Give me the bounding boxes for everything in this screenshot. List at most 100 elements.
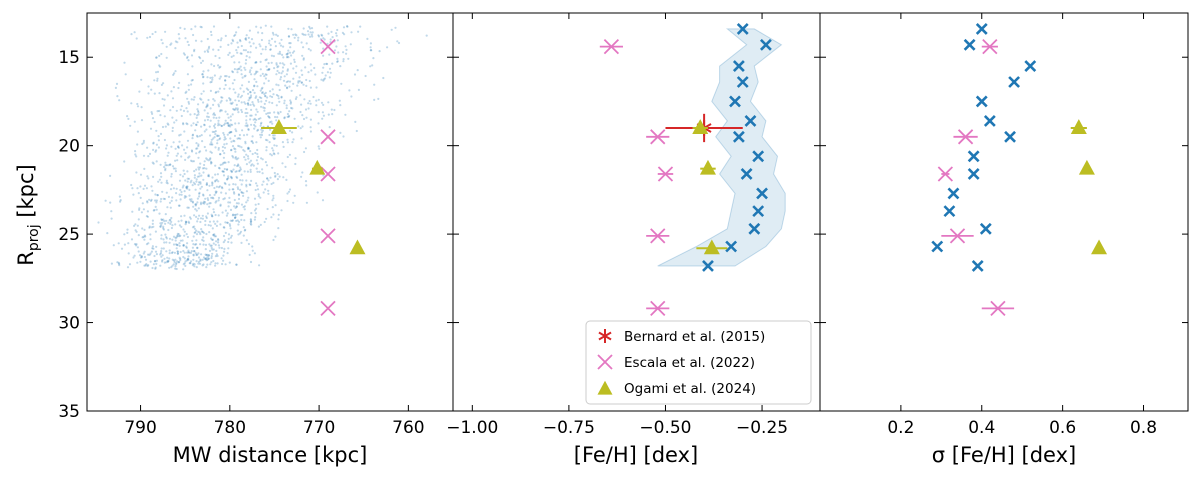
cloud-point [228, 97, 231, 100]
cloud-point [229, 201, 232, 204]
cloud-point [170, 175, 173, 178]
cloud-point [275, 104, 278, 107]
cloud-point [159, 172, 163, 175]
cloud-point [200, 92, 203, 95]
cloud-point [264, 45, 267, 49]
cloud-point [296, 84, 299, 87]
cloud-point [286, 87, 289, 90]
cloud-point [204, 197, 207, 200]
cloud-point [197, 103, 200, 106]
cloud-point [256, 129, 259, 132]
cloud-point [305, 84, 308, 87]
cloud-point [214, 91, 217, 94]
cloud-point [209, 160, 213, 163]
cloud-point [189, 262, 192, 265]
cloud-point [210, 213, 213, 216]
cloud-point [256, 148, 259, 152]
cloud-point [206, 104, 209, 107]
cloud-point [311, 31, 314, 34]
cloud-point [287, 35, 291, 38]
cloud-point [213, 193, 216, 196]
cloud-point [192, 205, 195, 208]
cloud-point [212, 137, 215, 140]
cloud-point [278, 50, 281, 54]
cloud-point [207, 50, 210, 54]
cloud-point [233, 108, 236, 111]
cloud-point [191, 201, 195, 204]
cloud-point [206, 76, 209, 79]
cloud-point [237, 93, 240, 96]
cloud-point [167, 259, 170, 263]
cloud-point [253, 91, 256, 94]
cloud-point [255, 141, 258, 144]
cloud-point [272, 213, 275, 216]
cloud-point [253, 127, 256, 130]
cloud-point [302, 117, 306, 121]
cloud-point [141, 142, 144, 146]
cloud-point [140, 119, 144, 122]
cloud-point [261, 91, 264, 94]
cloud-point [188, 188, 191, 191]
cloud-point [188, 198, 191, 201]
cloud-point [268, 111, 271, 114]
cloud-point [204, 219, 207, 223]
cloud-point [357, 88, 360, 91]
cloud-point [260, 52, 263, 55]
cloud-point [156, 77, 159, 80]
cloud-point [278, 88, 281, 92]
cloud-point [173, 261, 176, 264]
cloud-point [198, 172, 201, 175]
cloud-point [192, 254, 195, 257]
cloud-point [183, 195, 187, 198]
cloud-point [275, 73, 278, 76]
x-tick-label: 770 [303, 418, 335, 438]
cloud-point [185, 186, 188, 189]
cloud-point [134, 150, 137, 153]
cloud-point [234, 213, 237, 216]
cloud-point [218, 138, 221, 141]
cloud-point [241, 84, 244, 87]
cloud-point [206, 189, 209, 192]
cloud-point [242, 49, 245, 52]
cloud-point [175, 263, 178, 266]
cloud-point [262, 106, 265, 109]
cloud-point [201, 73, 204, 76]
cloud-point [248, 161, 251, 164]
cloud-point [267, 189, 270, 192]
cloud-point [199, 203, 203, 206]
cloud-point [171, 116, 174, 119]
cloud-point [178, 193, 181, 196]
cloud-point [187, 59, 190, 62]
cloud-point [230, 170, 234, 173]
cloud-point [195, 116, 198, 119]
cloud-point [202, 101, 205, 104]
cloud-point [181, 175, 185, 178]
cloud-point [249, 170, 252, 173]
cloud-point [293, 36, 296, 39]
cloud-point [285, 73, 288, 76]
cloud-point [369, 65, 372, 68]
cloud-point [272, 238, 275, 242]
escala-point [990, 300, 1006, 317]
cloud-point [217, 119, 220, 122]
cloud-point [212, 220, 215, 223]
y-tick-label: 25 [58, 225, 80, 245]
x-tick-label: 780 [214, 418, 246, 438]
cloud-point [276, 111, 279, 114]
cloud-point [212, 98, 215, 101]
cloud-point [191, 226, 195, 229]
cloud-point [135, 230, 138, 233]
cloud-point [253, 209, 257, 212]
model-point [702, 260, 714, 272]
cloud-point [199, 162, 202, 165]
cloud-point [195, 253, 198, 257]
cloud-point [247, 242, 250, 246]
cloud-point [192, 258, 195, 261]
cloud-point [233, 205, 236, 208]
legend-marker [598, 329, 612, 343]
cloud-point [291, 107, 294, 110]
cloud-point [170, 251, 174, 255]
cloud-point [176, 260, 179, 263]
cloud-point [309, 27, 312, 30]
cloud-point [197, 260, 201, 263]
